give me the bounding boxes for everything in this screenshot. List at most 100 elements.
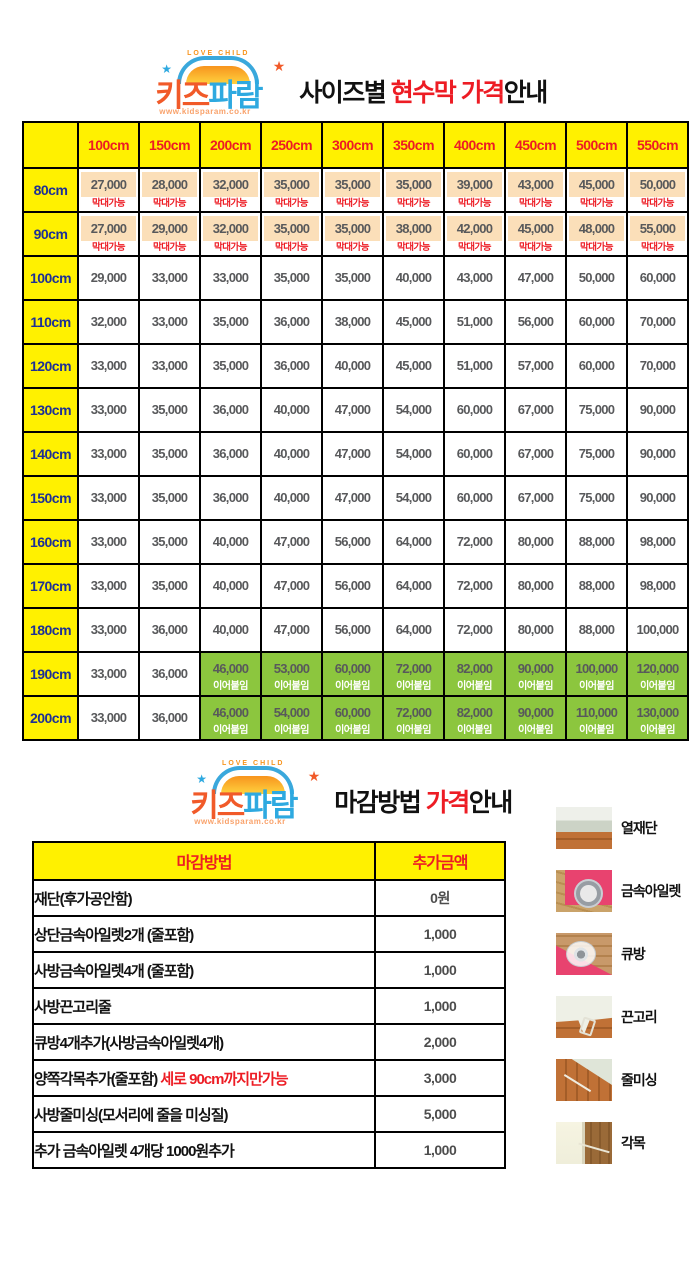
price-cell: 35,000 막대가능 <box>321 211 384 257</box>
price-cell: 56,000 <box>504 299 567 345</box>
price-cell: 33,000 <box>77 651 140 697</box>
price-highlight: 32,000 <box>203 171 258 197</box>
price-cell: 47,000 <box>260 519 323 565</box>
price-value: 27,000 <box>90 176 127 192</box>
price-value: 70,000 <box>639 358 676 373</box>
table-row: 160cm 33,000 35,000 40,000 47,000 56,000 64,00… <box>22 519 689 565</box>
size-column-header: 400cm <box>443 121 506 169</box>
price-value: 45,000 <box>395 358 432 373</box>
price-cell: 48,000 막대가능 <box>565 211 628 257</box>
price-value: 36,000 <box>212 446 249 461</box>
price-value: 47,000 <box>273 534 310 549</box>
price-cell: 60,000 <box>565 299 628 345</box>
price-cell: 67,000 <box>504 431 567 477</box>
price-highlight: 27,000 <box>81 171 136 197</box>
price-cell: 56,000 <box>321 519 384 565</box>
seam-join-note: 이어붙임 <box>335 681 370 692</box>
price-cell: 43,000 막대가능 <box>504 167 567 213</box>
price-highlight: 35,000 <box>386 171 441 197</box>
price-cell: 33,000 <box>77 695 140 741</box>
price-value: 33,000 <box>90 446 127 461</box>
price-value: 38,000 <box>334 314 371 329</box>
price-value: 35,000 <box>151 402 188 417</box>
price-cell: 50,000 막대가능 <box>626 167 689 213</box>
size-column-header: 150cm <box>138 121 201 169</box>
price-cell: 40,000 <box>199 519 262 565</box>
finish-method-text: 사방줄미싱(모서리에 줄을 미싱질) <box>34 1106 229 1124</box>
price-cell: 33,000 <box>77 607 140 653</box>
price-value: 53,000 <box>273 661 310 676</box>
price-highlight: 35,000 <box>264 171 319 197</box>
price-cell: 35,000 <box>199 299 262 345</box>
pole-available-note: 막대가능 <box>153 241 186 253</box>
price-cell: 54,000 <box>382 431 445 477</box>
price-cell: 29,000 막대가능 <box>138 211 201 257</box>
metal-eyelet-photo <box>556 870 612 912</box>
table-row: 100cm 29,000 33,000 33,000 35,000 35,000 40,00… <box>22 255 689 301</box>
price-cell: 51,000 <box>443 343 506 389</box>
sample-label: 각목 <box>621 1135 646 1151</box>
size-column-header: 100cm <box>77 121 140 169</box>
seam-join-note: 이어붙임 <box>457 725 492 736</box>
price-cell: 60,000 이어붙임 <box>321 695 384 741</box>
sample-item: 열재단 <box>556 806 700 850</box>
price-value: 72,000 <box>395 661 432 676</box>
price-cell: 35,000 막대가능 <box>260 211 323 257</box>
price-cell: 35,000 막대가능 <box>382 167 445 213</box>
price-cell: 40,000 <box>199 607 262 653</box>
price-cell: 36,000 <box>199 387 262 433</box>
price-cell: 38,000 <box>321 299 384 345</box>
price-value: 33,000 <box>212 270 249 285</box>
height-row-header: 100cm <box>22 255 79 301</box>
price-value: 35,000 <box>151 578 188 593</box>
height-row-header: 160cm <box>22 519 79 565</box>
pole-available-note: 막대가능 <box>336 241 369 253</box>
price-value: 35,000 <box>212 314 249 329</box>
price-value: 75,000 <box>578 402 615 417</box>
sample-item: 끈고리 <box>556 995 700 1039</box>
price-cell: 40,000 <box>321 343 384 389</box>
pole-available-note: 막대가능 <box>397 197 430 209</box>
seam-join-note: 이어붙임 <box>579 725 614 736</box>
price-cell: 98,000 <box>626 563 689 609</box>
price-value: 54,000 <box>273 705 310 720</box>
price-value: 60,000 <box>456 402 493 417</box>
finish-method-text: 양쪽각목추가(줄포함) <box>34 1070 161 1088</box>
seam-join-note: 이어붙임 <box>518 681 553 692</box>
pole-available-note: 막대가능 <box>397 241 430 253</box>
logo-url: www.kidsparam.co.kr <box>159 107 251 116</box>
price-cell: 47,000 <box>321 431 384 477</box>
price-cell: 33,000 <box>77 475 140 521</box>
price-cell: 33,000 <box>77 431 140 477</box>
price-cell: 42,000 막대가능 <box>443 211 506 257</box>
price-cell: 60,000 <box>626 255 689 301</box>
price-value: 80,000 <box>517 534 554 549</box>
pole-available-note: 막대가능 <box>519 241 552 253</box>
price-value: 56,000 <box>334 578 371 593</box>
seam-join-note: 이어붙임 <box>396 681 431 692</box>
seam-join-note: 이어붙임 <box>579 681 614 692</box>
table-row: 사방줄미싱(모서리에 줄을 미싱질) 5,000 <box>32 1095 506 1133</box>
price-value: 82,000 <box>456 661 493 676</box>
price-cell: 80,000 <box>504 607 567 653</box>
seam-join-note: 이어붙임 <box>457 681 492 692</box>
price-cell: 40,000 <box>260 387 323 433</box>
finish-price-cell: 2,000 <box>374 1023 506 1061</box>
kidsparam-logo: LOVE CHILD ★ ★ 키즈파람 www.kidsparam.co.kr <box>188 760 326 826</box>
price-highlight: 35,000 <box>264 215 319 241</box>
price-cell: 110,000 이어붙임 <box>565 695 628 741</box>
price-cell: 35,000 <box>138 519 201 565</box>
price-cell: 67,000 <box>504 475 567 521</box>
logo-wordmark: 키즈파람 <box>155 78 263 113</box>
price-value: 35,000 <box>151 490 188 505</box>
price-highlight: 42,000 <box>447 215 502 241</box>
price-value: 47,000 <box>273 622 310 637</box>
price-value: 98,000 <box>639 534 676 549</box>
price-cell: 88,000 <box>565 563 628 609</box>
finish-price-cell: 1,000 <box>374 1131 506 1169</box>
pole-available-note: 막대가능 <box>275 197 308 209</box>
finish-method-text: 추가 금속아일렛 4개당 1000원추가 <box>34 1142 235 1160</box>
price-highlight: 29,000 <box>142 215 197 241</box>
table-row: 180cm 33,000 36,000 40,000 47,000 56,000 64,00… <box>22 607 689 653</box>
price-cell: 56,000 <box>321 563 384 609</box>
